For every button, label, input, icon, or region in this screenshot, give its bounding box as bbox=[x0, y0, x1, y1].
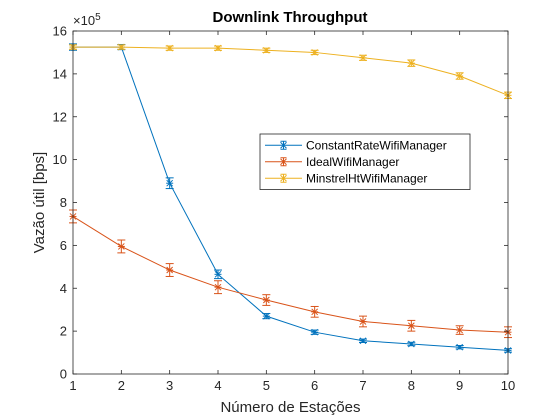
x-tick-label: 1 bbox=[69, 378, 76, 393]
data-point bbox=[262, 312, 270, 320]
x-tick-label: 4 bbox=[214, 378, 221, 393]
legend-item: MinstrelHtWifiManager bbox=[265, 171, 427, 185]
x-axis-title: Número de Estações bbox=[220, 399, 360, 416]
y-tick-label: 0 bbox=[60, 367, 67, 382]
x-tick-label: 10 bbox=[501, 378, 515, 393]
y-tick-label: 14 bbox=[53, 66, 67, 81]
data-point bbox=[359, 318, 367, 325]
y-tick-label: 12 bbox=[53, 109, 67, 124]
legend-item: IdealWifiManager bbox=[265, 155, 399, 169]
y-axis-title: Vazão útil [bps] bbox=[31, 152, 48, 253]
y-tick-label: 16 bbox=[53, 24, 67, 39]
y-exponent: ×105 bbox=[73, 12, 101, 28]
legend: ConstantRateWifiManager IdealWifiManager M… bbox=[259, 133, 471, 190]
y-tick-label: 8 bbox=[60, 195, 67, 210]
series-line bbox=[73, 46, 509, 96]
data-point bbox=[311, 328, 319, 336]
x-tick-label: 8 bbox=[408, 378, 415, 393]
data-point bbox=[311, 308, 319, 316]
data-point bbox=[117, 43, 125, 51]
series-line bbox=[72, 216, 509, 333]
x-tick-label: 7 bbox=[359, 378, 366, 393]
data-point bbox=[166, 44, 174, 52]
data-point bbox=[456, 326, 464, 334]
data-point bbox=[214, 270, 222, 278]
data-point bbox=[214, 283, 222, 291]
svg-text:×105: ×105 bbox=[73, 12, 101, 28]
data-point bbox=[214, 44, 222, 52]
plot-area bbox=[69, 43, 512, 354]
data-point bbox=[117, 243, 125, 250]
legend-item: ConstantRateWifiManager bbox=[265, 138, 447, 152]
series-MinstrelHtWifiManager bbox=[69, 43, 512, 100]
y-exponent-power: 5 bbox=[95, 12, 101, 23]
y-tick-label: 2 bbox=[60, 324, 67, 339]
chart-title: Downlink Throughput bbox=[213, 9, 368, 26]
data-point bbox=[262, 46, 270, 54]
x-tick-label: 5 bbox=[263, 378, 270, 393]
data-point bbox=[311, 49, 319, 56]
x-tick-label: 6 bbox=[311, 378, 318, 393]
data-point bbox=[407, 322, 415, 330]
y-tick-label: 4 bbox=[60, 281, 67, 296]
legend-label: MinstrelHtWifiManager bbox=[306, 171, 427, 185]
data-point bbox=[456, 343, 464, 351]
data-point bbox=[407, 59, 415, 67]
y-tick-label: 10 bbox=[53, 152, 67, 167]
data-point bbox=[456, 72, 464, 80]
x-tick-label: 2 bbox=[118, 378, 125, 393]
x-tick-label: 3 bbox=[166, 378, 173, 393]
y-exponent-base: ×10 bbox=[73, 13, 95, 28]
series-line bbox=[73, 46, 509, 351]
legend-label: IdealWifiManager bbox=[306, 155, 399, 169]
data-point bbox=[166, 266, 174, 274]
data-point bbox=[407, 340, 415, 348]
x-tick-label: 9 bbox=[456, 378, 463, 393]
legend-label: ConstantRateWifiManager bbox=[306, 138, 447, 152]
data-point bbox=[359, 337, 367, 345]
data-point bbox=[359, 54, 367, 62]
y-tick-label: 6 bbox=[60, 238, 67, 253]
data-point bbox=[166, 179, 174, 187]
data-point bbox=[262, 296, 270, 304]
